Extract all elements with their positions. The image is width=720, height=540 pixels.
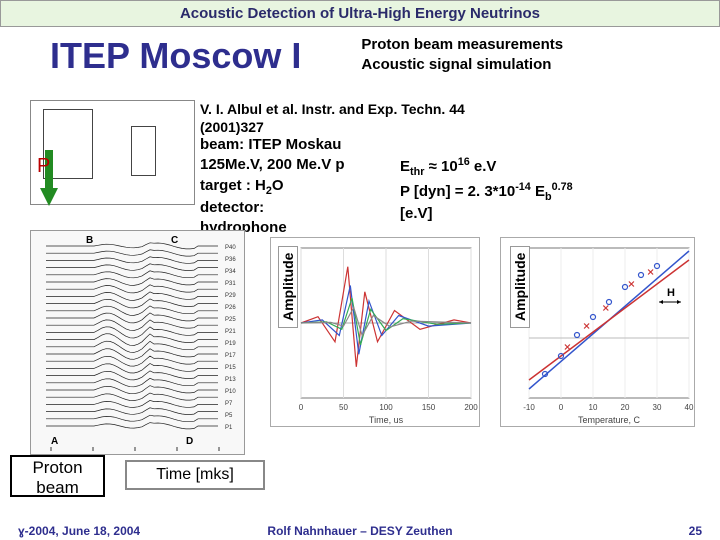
amplitude-label-2: Amplitude	[510, 246, 530, 328]
svg-text:D: D	[186, 436, 193, 447]
time-axis-label: Time [mks]	[125, 460, 265, 490]
svg-text:P13: P13	[225, 377, 236, 383]
svg-text:10: 10	[589, 403, 598, 412]
svg-text:H: H	[667, 287, 675, 299]
svg-text:100: 100	[379, 403, 393, 412]
footer: ɣ-2004, June 18, 2004 Rolf Nahnhauer – D…	[0, 524, 720, 538]
beam-description: beam: ITEP Moskau 125Me.V, 200 Me.V p ta…	[200, 135, 345, 239]
beam-line2: 125Me.V, 200 Me.V p	[200, 155, 345, 175]
formula-line2: P [dyn] = 2. 3*10-14 Eb0.78	[400, 180, 573, 205]
beam-line3: target : H2O	[200, 176, 345, 199]
svg-text:P40: P40	[225, 245, 236, 251]
main-title: ITEP Moscow I	[50, 35, 301, 77]
formula-line3: [e.V]	[400, 204, 573, 224]
beam-line1: beam: ITEP Moskau	[200, 135, 345, 155]
svg-text:30: 30	[653, 403, 662, 412]
formula-line1: Ethr ≈ 1016 e.V	[400, 155, 573, 180]
amplitude-label-1: Amplitude	[278, 246, 298, 328]
svg-text:P10: P10	[225, 389, 236, 395]
svg-text:200: 200	[464, 403, 478, 412]
svg-text:A: A	[51, 436, 58, 447]
svg-text:P21: P21	[225, 329, 236, 335]
svg-text:150: 150	[422, 403, 436, 412]
footer-author: Rolf Nahnhauer – DESY Zeuthen	[267, 524, 452, 538]
svg-text:P15: P15	[225, 365, 236, 371]
formula-block: Ethr ≈ 1016 e.V P [dyn] = 2. 3*10-14 Eb0…	[400, 155, 573, 224]
page-header: Acoustic Detection of Ultra-High Energy …	[0, 0, 720, 27]
svg-text:0: 0	[559, 403, 564, 412]
svg-text:P7: P7	[225, 401, 233, 407]
waterfall-plot: A B C D P40 P36 P34 P31 P29 P26 P25 P21 P19 P17 P15 P13…	[30, 230, 245, 455]
svg-text:Temperature, C: Temperature, C	[578, 415, 641, 425]
svg-text:C: C	[171, 235, 178, 246]
subtitle: Proton beam measurements Acoustic signal…	[361, 35, 563, 74]
svg-text:P34: P34	[225, 269, 236, 275]
svg-text:P19: P19	[225, 341, 236, 347]
beam-line4: detector:	[200, 198, 345, 218]
svg-text:P29: P29	[225, 293, 236, 299]
svg-text:P5: P5	[225, 413, 233, 419]
amplitude-time-chart: 0 50 100 150 200 Time, us	[270, 237, 480, 427]
svg-text:P26: P26	[225, 305, 236, 311]
svg-text:20: 20	[621, 403, 630, 412]
diagram-box2	[131, 126, 156, 176]
page-number: 25	[689, 524, 702, 538]
svg-text:P31: P31	[225, 281, 236, 287]
svg-text:40: 40	[685, 403, 694, 412]
svg-text:P36: P36	[225, 257, 236, 263]
svg-text:50: 50	[339, 403, 348, 412]
svg-text:P17: P17	[225, 353, 236, 359]
citation-text: V. I. Albul et al. Instr. and Exp. Techn…	[200, 100, 530, 136]
subtitle-line1: Proton beam measurements	[361, 35, 563, 55]
svg-text:P25: P25	[225, 317, 236, 323]
svg-text:Time, us: Time, us	[369, 415, 404, 425]
p-marker: P	[37, 155, 50, 178]
title-row: ITEP Moscow I Proton beam measurements A…	[0, 27, 720, 81]
proton-beam-label: Proton beam	[10, 455, 105, 497]
svg-text:B: B	[86, 235, 93, 246]
footer-date: ɣ-2004, June 18, 2004	[18, 524, 140, 538]
svg-text:0: 0	[299, 403, 304, 412]
svg-text:-10: -10	[523, 403, 535, 412]
subtitle-line2: Acoustic signal simulation	[361, 55, 563, 75]
svg-text:P1: P1	[225, 425, 233, 431]
